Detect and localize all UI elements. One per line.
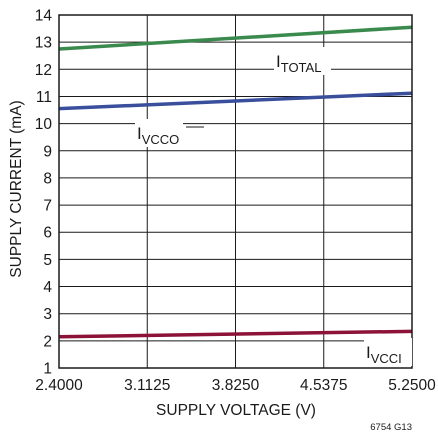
plot-frame [58, 14, 413, 369]
series-line-vcci [58, 329, 413, 339]
y-tick-label: 4 [43, 279, 52, 296]
series-label-vcco: IVCCO [135, 119, 204, 147]
series-label-text: ITOTAL [276, 52, 321, 75]
y-tick-label: 13 [35, 35, 52, 52]
series-line-vcco [58, 91, 413, 111]
y-tick-label: 9 [43, 143, 52, 160]
series-label-bg [135, 119, 183, 147]
series-label-bg [364, 338, 412, 366]
x-tick-labels: 2.4000 3.1125 3.8250 4.5375 5.2500 [35, 377, 436, 394]
y-tick-label: 7 [43, 198, 52, 215]
x-tick-label: 3.1125 [124, 377, 170, 394]
y-tick-label: 12 [35, 62, 52, 79]
y-axis-label: SUPPLY CURRENT (mA) [8, 100, 25, 277]
y-tick-label: 2 [43, 333, 52, 350]
series-lines [58, 25, 413, 339]
y-tick-label: 8 [43, 170, 52, 187]
x-tick-label: 4.5375 [300, 377, 347, 394]
y-tick-label: 3 [43, 306, 52, 323]
series-label-text: IVCCO [137, 124, 179, 147]
x-tick-label: 5.2500 [388, 377, 436, 394]
y-tick-label: 1 [43, 361, 52, 378]
y-tick-label: 14 [35, 8, 53, 25]
x-axis-label: SUPPLY VOLTAGE (V) [156, 402, 316, 419]
series-label-bg [274, 47, 331, 75]
x-tick-label: 2.4000 [35, 377, 83, 394]
grid [59, 15, 412, 368]
series-line-total [58, 25, 413, 51]
y-tick-label: 11 [36, 89, 52, 106]
series-label-vcci: IVCCI [364, 338, 412, 366]
y-tick-label: 6 [43, 225, 52, 242]
series-labels: ITOTAL IVCCO IVCCI [135, 47, 412, 366]
figure-id: 6754 G13 [370, 422, 412, 433]
y-tick-label: 5 [43, 252, 52, 269]
series-label-text: IVCCI [366, 343, 402, 366]
x-tick-label: 3.8250 [212, 377, 260, 394]
y-tick-label: 10 [35, 116, 53, 133]
series-label-total: ITOTAL [274, 47, 331, 75]
